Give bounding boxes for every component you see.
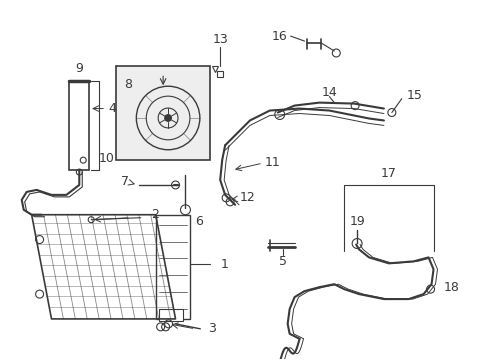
Text: 18: 18 xyxy=(443,281,458,294)
Text: 9: 9 xyxy=(75,62,83,75)
Text: 8: 8 xyxy=(123,78,132,91)
Circle shape xyxy=(164,114,172,122)
Text: 6: 6 xyxy=(195,215,203,228)
Text: 17: 17 xyxy=(380,167,396,180)
Bar xyxy=(158,309,183,321)
Text: 1: 1 xyxy=(220,258,227,271)
Bar xyxy=(116,66,210,160)
Bar xyxy=(155,215,190,319)
Text: 13: 13 xyxy=(212,33,227,46)
Bar xyxy=(69,81,89,170)
Text: 7: 7 xyxy=(121,175,129,189)
Text: 2: 2 xyxy=(150,208,158,221)
Text: 15: 15 xyxy=(406,89,422,102)
Text: 4: 4 xyxy=(108,102,116,115)
Text: 12: 12 xyxy=(240,192,255,204)
Text: 5: 5 xyxy=(278,255,286,268)
Text: 10: 10 xyxy=(99,152,115,165)
Text: 19: 19 xyxy=(348,215,364,228)
Text: 11: 11 xyxy=(264,156,280,168)
Text: 14: 14 xyxy=(321,86,337,99)
Text: 16: 16 xyxy=(271,30,287,42)
Text: 3: 3 xyxy=(208,322,216,336)
